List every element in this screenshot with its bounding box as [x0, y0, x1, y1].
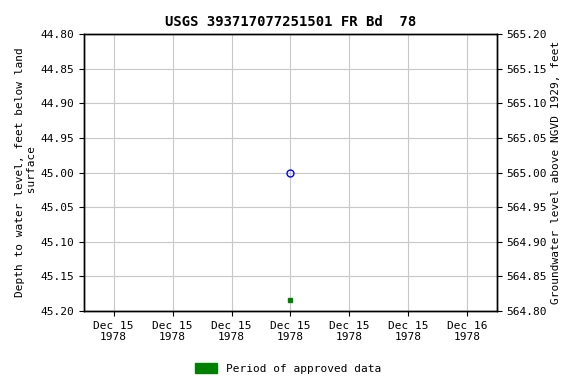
- Legend: Period of approved data: Period of approved data: [191, 359, 385, 379]
- Y-axis label: Groundwater level above NGVD 1929, feet: Groundwater level above NGVD 1929, feet: [551, 41, 561, 304]
- Y-axis label: Depth to water level, feet below land
 surface: Depth to water level, feet below land su…: [15, 48, 37, 298]
- Title: USGS 393717077251501 FR Bd  78: USGS 393717077251501 FR Bd 78: [165, 15, 416, 29]
